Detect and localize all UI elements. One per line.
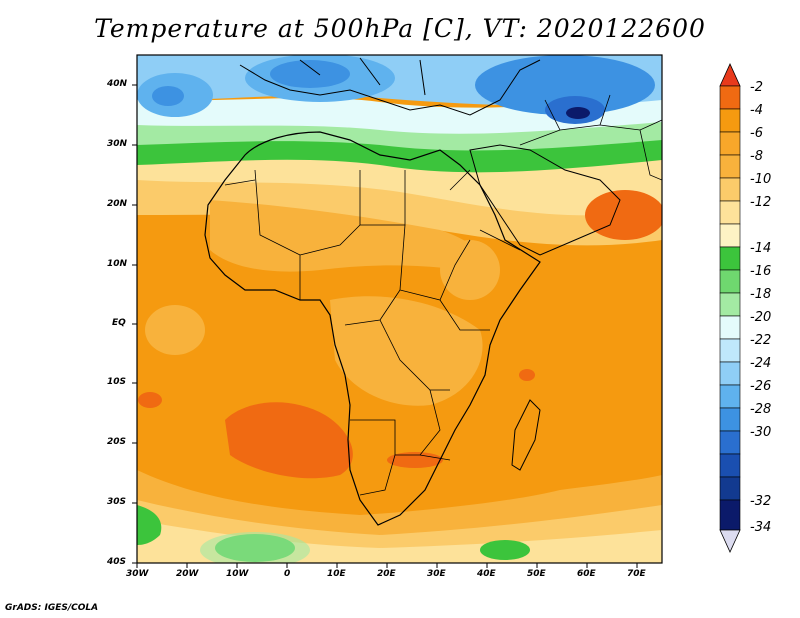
y-axis-label: 10S [107,377,127,387]
colorbar-bin [719,223,741,248]
colorbar-bin [719,131,741,156]
colorbar-bin [719,338,741,363]
colorbar-bin [719,154,741,179]
colorbar-label: -20 [750,310,772,325]
colorbar-bin [719,453,741,478]
y-axis-label: 40S [107,557,127,567]
colorbar-label: -10 [750,172,772,187]
hot-zone-south-atlantic [225,402,353,479]
colorbar-bin [719,108,741,133]
zone-mild-sahel [210,200,495,275]
band-south-lightgreen [200,532,310,563]
colorbar-label: -8 [750,149,763,164]
colorbar-label: -28 [750,402,772,417]
colorbar-label: -32 [750,494,772,509]
band-south-green-west [137,505,162,545]
colorbar-bin [719,384,741,409]
cold-patch-east-center [566,107,590,119]
band-light-green [137,118,662,151]
x-axis-label: 30W [126,569,149,579]
x-axis-label: 70E [627,569,646,579]
y-axis-label: 30S [107,497,127,507]
y-axis-label: 40N [107,79,128,89]
x-axis-label: 20W [176,569,199,579]
colorbar-bin [719,85,741,110]
colorbar-bottom-arrow [719,529,741,553]
y-axis-label: 20S [107,437,127,447]
colorbar-label: -26 [750,379,772,394]
hot-zone-zimbabwe [387,452,443,468]
colorbar-bin [719,315,741,340]
x-axis-label: 50E [527,569,546,579]
colorbar-bin [719,200,741,225]
colorbar-label: -18 [750,287,772,302]
y-axis-label: 30N [107,139,128,149]
x-axis-label: 0 [284,569,291,579]
colorbar-bin [719,361,741,386]
x-axis-label: 40E [477,569,496,579]
temperature-map [137,55,662,563]
arabia-outline [469,144,621,256]
colorbar [719,63,741,553]
zone-mild-congo [330,296,483,406]
colorbar-label: -14 [750,241,772,256]
colorbar-label: -16 [750,264,772,279]
colorbar-bin [719,499,741,531]
band-cyan [137,95,662,134]
x-axis-label: 20E [377,569,396,579]
hot-zone-arabian-sea [585,190,662,240]
cold-patch-west-core [152,86,184,106]
colorbar-bin [719,430,741,455]
colorbar-bin [719,476,741,501]
zone-mild-east [440,240,500,300]
colorbar-label: -6 [750,126,763,141]
colorbar-label: -24 [750,356,772,371]
colorbar-label: -34 [750,520,772,535]
colorbar-label: -4 [750,103,763,118]
hot-zone-southwest [138,392,162,408]
colorbar-label: -12 [750,195,772,210]
colorbar-top-arrow [719,63,741,87]
x-axis-label: 60E [577,569,596,579]
europe-outline [239,57,541,116]
hot-zone-mozambique [519,369,535,381]
colorbar-bin [719,246,741,271]
footer-credit: GrADS: IGES/COLA [5,603,99,613]
colorbar-label: -22 [750,333,772,348]
cold-patch-mediterranean-core [270,60,350,88]
x-axis-label: 10W [226,569,249,579]
colorbar-bin [719,177,741,202]
y-axis-label: 10N [107,259,128,269]
colorbar-bin [719,269,741,294]
country-borders [224,169,521,496]
asia-borders [519,94,662,181]
x-axis-label: 10E [327,569,346,579]
x-axis-label: 30E [427,569,446,579]
y-axis-label: 20N [107,199,128,209]
colorbar-label: -2 [750,80,763,95]
y-axis-label: EQ [112,318,126,328]
axis-ticks [132,84,638,568]
colorbar-bin [719,407,741,432]
colorbar-label: -30 [750,425,772,440]
band-light-orange [137,180,662,246]
map-frame [136,54,663,564]
band-south-green-east [480,540,530,560]
madagascar-outline [511,399,541,471]
zone-mild-atlantic [145,305,205,355]
map-title: Temperature at 500hPa [C], VT: 202012260… [94,14,706,43]
colorbar-bin [719,292,741,317]
